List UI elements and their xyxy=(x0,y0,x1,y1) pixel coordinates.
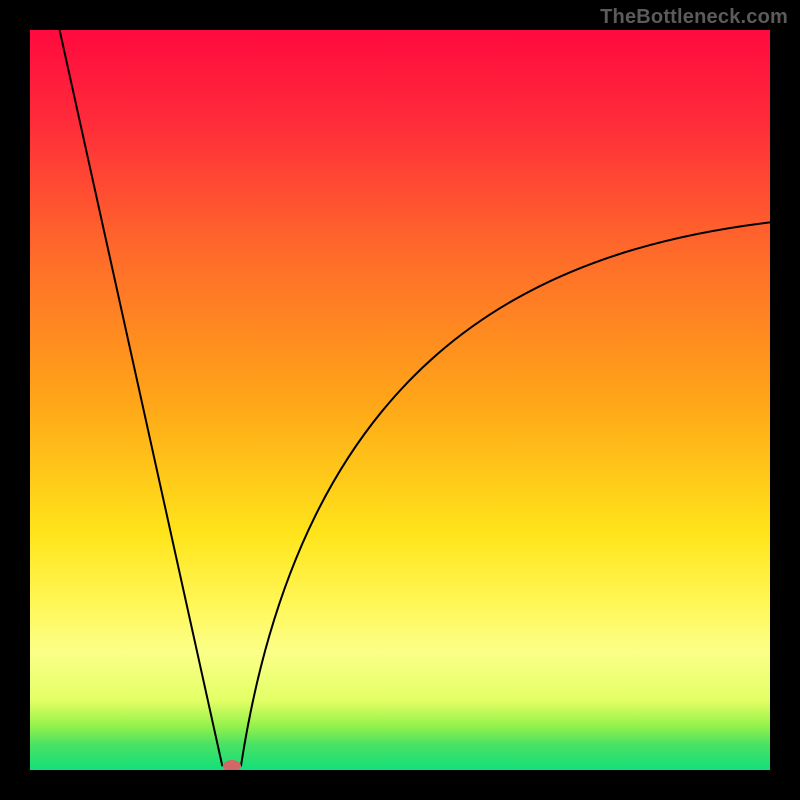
minimum-marker xyxy=(223,760,241,770)
plot-svg xyxy=(30,30,770,770)
watermark-text: TheBottleneck.com xyxy=(600,6,788,29)
plot-area xyxy=(30,30,770,770)
